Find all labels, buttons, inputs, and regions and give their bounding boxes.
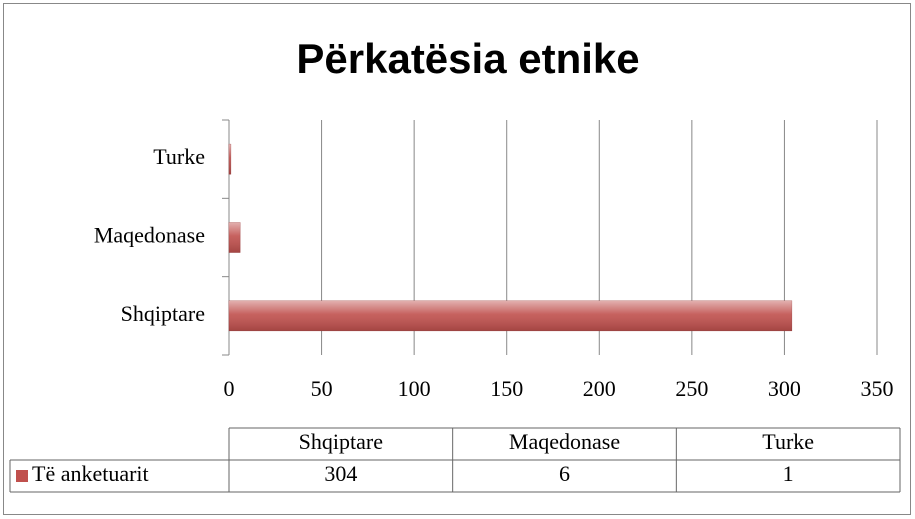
table-value: 6 bbox=[559, 461, 570, 486]
table-value: 304 bbox=[324, 461, 357, 486]
y-tick-label: Maqedonase bbox=[94, 223, 205, 248]
y-tick-label: Turke bbox=[153, 144, 205, 169]
x-tick-label: 200 bbox=[583, 376, 616, 401]
x-tick-label: 250 bbox=[675, 376, 708, 401]
y-tick-label: Shqiptare bbox=[121, 301, 205, 326]
table-header: Maqedonase bbox=[509, 429, 620, 454]
chart-border bbox=[3, 3, 911, 515]
x-tick-label: 50 bbox=[311, 376, 333, 401]
table-value: 1 bbox=[783, 461, 794, 486]
legend-key bbox=[16, 470, 28, 482]
table-header: Shqiptare bbox=[299, 429, 383, 454]
legend-label: Të anketuarit bbox=[32, 461, 149, 486]
bar-shine bbox=[229, 222, 241, 253]
x-tick-label: 150 bbox=[490, 376, 523, 401]
bar-shine bbox=[229, 144, 231, 175]
chart-title: Përkatësia etnike bbox=[296, 35, 639, 82]
bar-shine bbox=[229, 300, 792, 331]
x-tick-label: 0 bbox=[224, 376, 235, 401]
x-tick-label: 300 bbox=[768, 376, 801, 401]
x-tick-label: 100 bbox=[398, 376, 431, 401]
x-tick-label: 350 bbox=[861, 376, 894, 401]
table-header: Turke bbox=[762, 429, 814, 454]
